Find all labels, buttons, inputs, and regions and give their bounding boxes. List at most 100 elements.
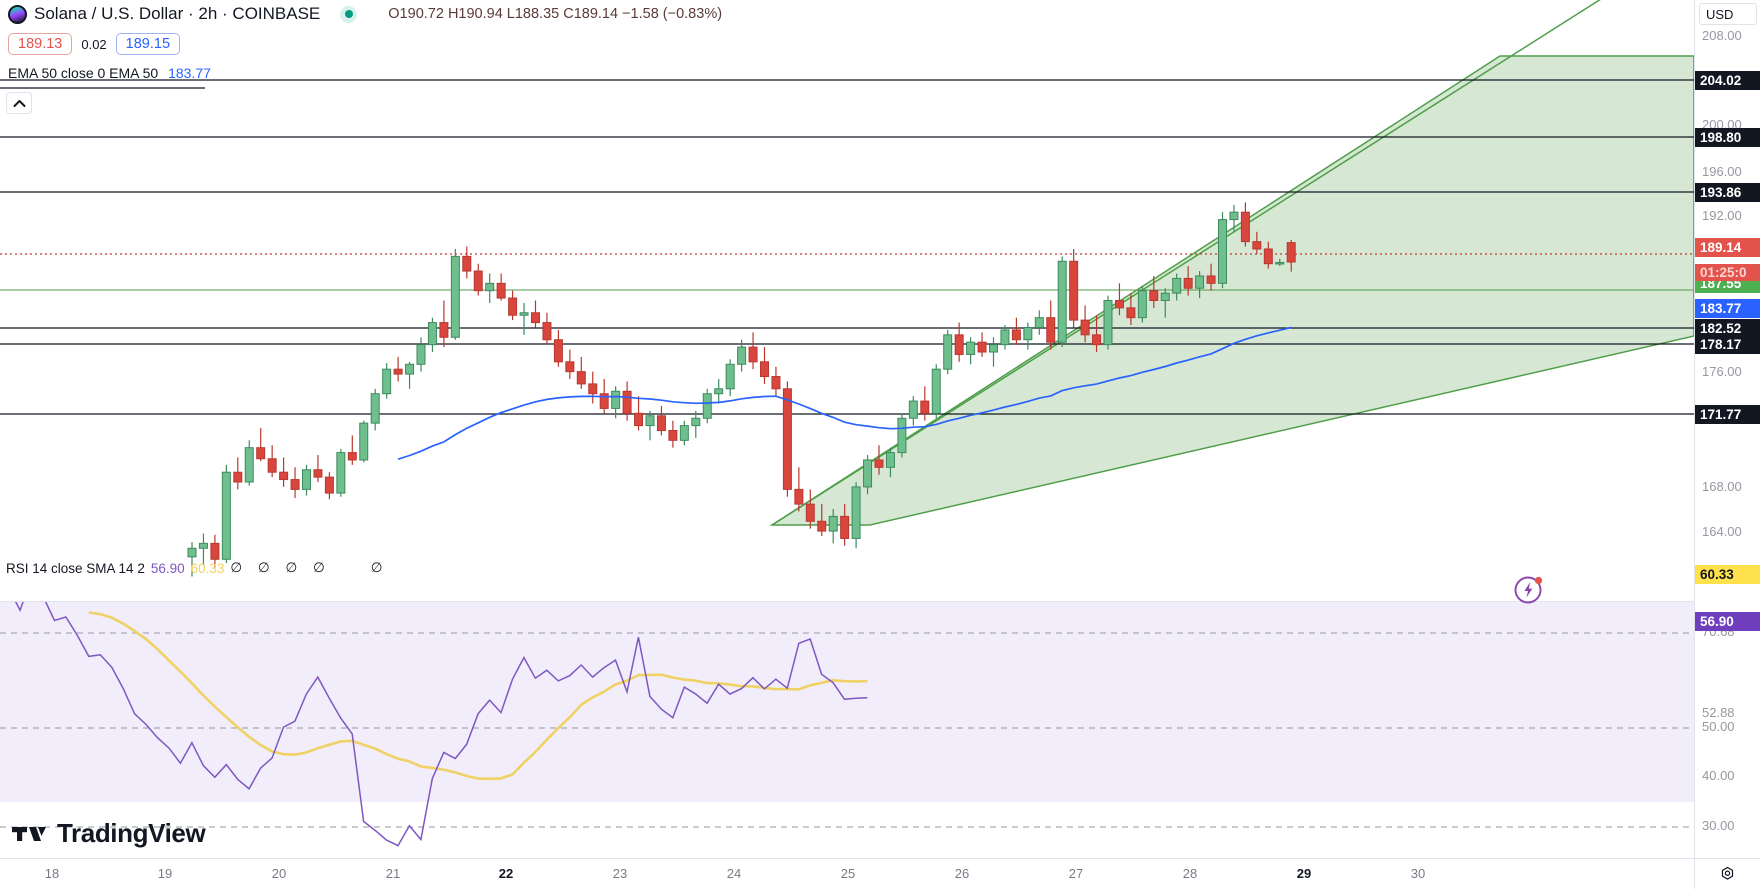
candle-body — [508, 297, 518, 316]
candle-body — [256, 447, 266, 460]
rsi-legend[interactable]: RSI 14 close SMA 14 2 56.90 60.33 ∅ ∅ ∅ … — [6, 560, 382, 576]
candle-body — [1126, 307, 1136, 319]
candle-body — [531, 312, 540, 324]
countdown-label: 01:25:0 — [1695, 264, 1760, 281]
candle-body — [1229, 211, 1239, 221]
candle-body — [851, 486, 861, 539]
price-scale[interactable]: USD 208.00200.00196.00192.00180.00176.00… — [1694, 0, 1760, 858]
candle-body — [485, 282, 495, 292]
candle-body — [691, 417, 701, 427]
candle-body — [771, 376, 781, 390]
candle-body — [519, 312, 529, 316]
candle-body — [393, 368, 403, 375]
rsi-pane[interactable] — [0, 601, 1694, 858]
candle-body — [1160, 292, 1170, 301]
candle-body — [737, 346, 747, 365]
price-tick: 40.00 — [1702, 768, 1735, 783]
candle-body — [656, 415, 666, 432]
candle-body — [920, 400, 930, 414]
tradingview-logo-icon — [12, 826, 46, 841]
candle-body — [817, 520, 827, 532]
lightning-badge[interactable] — [1512, 572, 1546, 606]
candlestick-series — [187, 202, 1296, 577]
candle-body — [874, 459, 884, 468]
candle-body — [1023, 326, 1033, 341]
candle-body — [1057, 260, 1067, 343]
candle-body — [748, 346, 758, 363]
time-tick: 25 — [840, 866, 856, 881]
candle-body — [1195, 275, 1205, 289]
price-chart-svg — [0, 0, 1694, 577]
candle-body — [1046, 317, 1056, 343]
candle-body — [336, 452, 346, 494]
candle-body — [1080, 319, 1090, 336]
time-tick: 24 — [726, 866, 742, 881]
price-pane[interactable] — [0, 0, 1694, 601]
candle-body — [233, 471, 243, 483]
candle-body — [267, 458, 277, 473]
candle-body — [805, 503, 815, 522]
time-tick: 18 — [44, 866, 60, 881]
candle-body — [1286, 242, 1296, 263]
rsi-sma-line — [88, 611, 868, 781]
price-axis-label[interactable]: 56.90 — [1695, 612, 1760, 631]
candle-body — [221, 471, 231, 560]
candle-body — [347, 452, 357, 461]
candle-body — [679, 425, 689, 441]
candle-body — [553, 339, 563, 363]
time-tick: 26 — [954, 866, 970, 881]
price-axis-label[interactable]: 178.17 — [1695, 335, 1760, 354]
candle-body — [1275, 261, 1285, 265]
price-axis-label[interactable]: 189.14 — [1695, 238, 1760, 257]
candle-body — [1137, 290, 1147, 319]
candle-body — [496, 282, 506, 299]
time-tick: 23 — [612, 866, 628, 881]
candle-body — [966, 341, 976, 355]
price-axis-label[interactable]: 198.80 — [1695, 128, 1760, 147]
candle-body — [542, 322, 552, 341]
candle-body — [324, 476, 334, 494]
chart-settings-button[interactable] — [1694, 859, 1760, 889]
price-tick: 192.00 — [1702, 208, 1742, 223]
horizontal-price-lines — [0, 79, 1694, 415]
candle-body — [1149, 290, 1159, 301]
rsi-line — [14, 602, 868, 847]
candle-body — [828, 515, 838, 532]
currency-label[interactable]: USD — [1699, 3, 1757, 25]
candle-body — [1206, 275, 1216, 284]
price-tick: 168.00 — [1702, 479, 1742, 494]
candle-body — [405, 363, 415, 375]
candle-body — [885, 452, 895, 468]
price-tick: 52.88 — [1702, 705, 1735, 720]
time-tick: 30 — [1410, 866, 1426, 881]
price-axis-label[interactable]: 204.02 — [1695, 71, 1760, 90]
candle-body — [599, 393, 609, 409]
candle-body — [313, 469, 323, 478]
candle-body — [576, 371, 586, 385]
candle-body — [840, 515, 850, 539]
price-axis-label[interactable]: 60.33 — [1695, 565, 1760, 584]
candle-body — [863, 459, 873, 488]
candle-body — [989, 344, 998, 353]
candle-body — [714, 388, 724, 395]
candle-body — [702, 393, 712, 419]
candle-body — [450, 255, 460, 338]
chevron-up-icon — [13, 99, 25, 107]
price-axis-label[interactable]: 171.77 — [1695, 405, 1760, 424]
candle-body — [279, 471, 289, 481]
gear-icon — [1721, 866, 1734, 880]
price-tick: 196.00 — [1702, 164, 1742, 179]
candle-body — [794, 488, 804, 505]
price-axis-label[interactable]: 183.77 — [1695, 299, 1760, 318]
price-tick: 50.00 — [1702, 719, 1735, 734]
time-scale[interactable]: 18 19 20 21 22 23 24 25 26 27 28 29 30 — [0, 858, 1760, 889]
rsi-legend-zeros: ∅ ∅ ∅ ∅ — [230, 560, 331, 575]
collapse-legend-button[interactable] — [6, 92, 32, 114]
price-axis-label[interactable]: 182.52 — [1695, 319, 1760, 338]
time-tick: 27 — [1068, 866, 1084, 881]
price-axis-label[interactable]: 193.86 — [1695, 183, 1760, 202]
candle-body — [645, 415, 655, 427]
rsi-legend-title: RSI 14 close SMA 14 2 — [6, 560, 145, 576]
time-tick: 22 — [498, 866, 514, 881]
price-tick: 164.00 — [1702, 524, 1742, 539]
